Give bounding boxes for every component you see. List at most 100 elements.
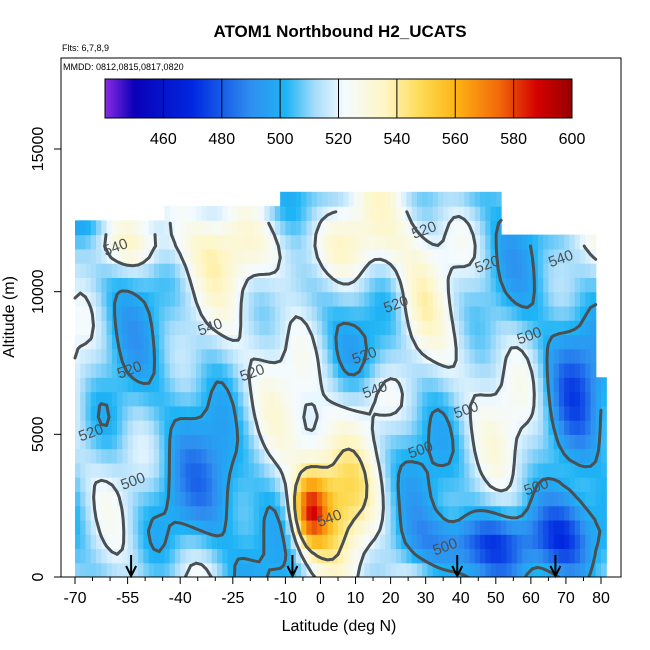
heatmap-cell: [206, 305, 213, 321]
heatmap-cell: [232, 519, 239, 535]
heatmap-cell: [180, 320, 187, 336]
heatmap-cell: [148, 305, 155, 321]
heatmap-cell: [516, 291, 523, 307]
heatmap-cell: [406, 505, 413, 521]
heatmap-cell: [432, 391, 439, 407]
heatmap-cell: [380, 434, 386, 450]
heatmap-cell: [101, 305, 108, 321]
heatmap-cell: [138, 420, 144, 435]
heatmap-cell: [469, 220, 476, 236]
heatmap-cell: [579, 363, 586, 378]
heatmap-cell: [501, 248, 507, 264]
heatmap-cell: [80, 248, 87, 264]
heatmap-cell: [464, 562, 471, 577]
heatmap-cell: [285, 448, 292, 464]
heatmap-cell: [579, 277, 586, 293]
heatmap-cell: [532, 519, 539, 535]
heatmap-cell: [243, 291, 250, 307]
heatmap-cell: [353, 291, 360, 307]
heatmap-cell: [506, 377, 513, 393]
heatmap-cell: [548, 334, 555, 350]
heatmap-cell: [195, 248, 202, 264]
heatmap-cell: [548, 434, 555, 450]
heatmap-cell: [201, 263, 208, 278]
heatmap-cell: [364, 191, 371, 207]
heatmap-cell: [169, 505, 176, 521]
heatmap-cell: [453, 305, 460, 321]
heatmap-cell: [106, 234, 113, 250]
heatmap-cell: [369, 277, 376, 293]
heatmap-cell: [401, 348, 407, 364]
heatmap-cell: [90, 462, 97, 478]
heatmap-cell: [132, 534, 139, 550]
heatmap-cell: [411, 391, 418, 407]
heatmap-cell: [264, 263, 271, 278]
heatmap-cell: [464, 391, 471, 407]
heatmap-cell: [359, 491, 365, 507]
heatmap-cell: [485, 519, 492, 535]
heatmap-cell: [458, 263, 465, 278]
heatmap-cell: [306, 462, 313, 478]
heatmap-cell: [164, 420, 171, 435]
heatmap-cell: [253, 477, 260, 492]
heatmap-cell: [569, 519, 576, 535]
heatmap-cell: [369, 305, 376, 321]
heatmap-cell: [332, 505, 339, 521]
heatmap-cell: [374, 220, 381, 236]
heatmap-cell: [453, 434, 460, 450]
heatmap-cell: [96, 534, 102, 550]
heatmap-cell: [390, 434, 397, 450]
heatmap-cell: [206, 334, 213, 350]
heatmap-cell: [527, 448, 534, 464]
heatmap-cell: [485, 334, 492, 350]
heatmap-cell: [590, 363, 597, 378]
heatmap-cell: [464, 234, 471, 250]
heatmap-cell: [322, 334, 329, 350]
heatmap-cell: [448, 534, 455, 550]
colorbar-tick-label: 460: [150, 131, 177, 148]
heatmap-cell: [117, 434, 123, 450]
heatmap-cell: [301, 420, 308, 435]
heatmap-cell: [169, 377, 176, 393]
heatmap-cell: [348, 477, 355, 492]
heatmap-cell: [427, 277, 434, 293]
heatmap-cell: [311, 377, 318, 393]
heatmap-cell: [180, 248, 187, 264]
heatmap-cell: [306, 277, 313, 293]
heatmap-cell: [411, 277, 418, 293]
heatmap-cell: [211, 305, 218, 321]
heatmap-cell: [506, 505, 513, 521]
heatmap-cell: [527, 248, 534, 264]
heatmap-cell: [353, 491, 360, 507]
heatmap-cell: [201, 548, 208, 564]
heatmap-cell: [106, 391, 113, 407]
heatmap-cell: [374, 434, 381, 450]
heatmap-cell: [411, 534, 418, 550]
heatmap-cell: [485, 320, 492, 336]
heatmap-cell: [422, 305, 429, 321]
heatmap-cell: [232, 462, 239, 478]
heatmap-cell: [574, 420, 581, 435]
heatmap-cell: [301, 548, 308, 564]
heatmap-cell: [80, 420, 87, 435]
heatmap-cell: [595, 377, 602, 393]
heatmap-cell: [195, 434, 202, 450]
heatmap-cell: [280, 363, 286, 378]
heatmap-cell: [174, 363, 181, 378]
heatmap-cell: [285, 548, 292, 564]
heatmap-cell: [159, 291, 166, 307]
heatmap-cell: [85, 491, 92, 507]
heatmap-cell: [227, 377, 234, 393]
x-tick-label: 10: [347, 590, 365, 607]
heatmap-cell: [490, 562, 497, 577]
heatmap-cell: [327, 248, 334, 264]
heatmap-cell: [495, 519, 502, 535]
heatmap-cell: [80, 277, 87, 293]
heatmap-cell: [422, 420, 429, 435]
heatmap-cell: [522, 248, 528, 264]
heatmap-cell: [506, 562, 513, 577]
heatmap-cell: [306, 305, 313, 321]
heatmap-cell: [348, 534, 355, 550]
heatmap-cell: [522, 548, 528, 564]
heatmap-cell: [427, 405, 434, 421]
